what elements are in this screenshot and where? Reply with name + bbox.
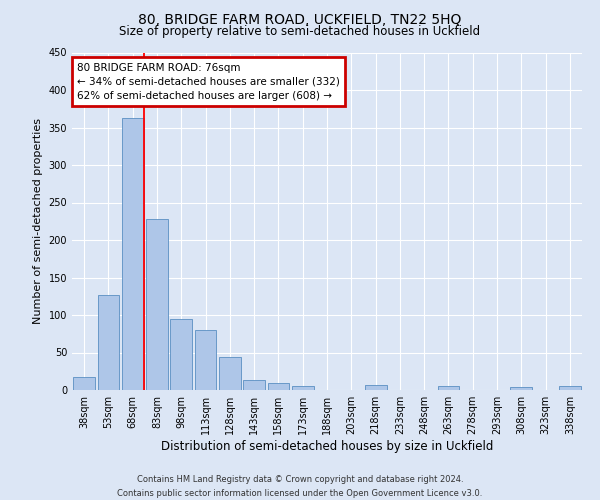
Y-axis label: Number of semi-detached properties: Number of semi-detached properties — [33, 118, 43, 324]
X-axis label: Distribution of semi-detached houses by size in Uckfield: Distribution of semi-detached houses by … — [161, 440, 493, 453]
Bar — [122, 118, 143, 390]
Bar — [365, 385, 386, 390]
Bar — [194, 330, 217, 390]
Bar — [437, 386, 460, 390]
Bar — [219, 357, 241, 390]
Bar — [559, 386, 581, 390]
Text: Contains HM Land Registry data © Crown copyright and database right 2024.
Contai: Contains HM Land Registry data © Crown c… — [118, 476, 482, 498]
Bar — [511, 387, 532, 390]
Bar — [170, 319, 192, 390]
Bar — [243, 380, 265, 390]
Text: 80 BRIDGE FARM ROAD: 76sqm
← 34% of semi-detached houses are smaller (332)
62% o: 80 BRIDGE FARM ROAD: 76sqm ← 34% of semi… — [77, 62, 340, 100]
Bar — [97, 294, 119, 390]
Bar — [146, 219, 168, 390]
Text: Size of property relative to semi-detached houses in Uckfield: Size of property relative to semi-detach… — [119, 25, 481, 38]
Bar — [73, 376, 95, 390]
Bar — [268, 382, 289, 390]
Bar — [292, 386, 314, 390]
Text: 80, BRIDGE FARM ROAD, UCKFIELD, TN22 5HQ: 80, BRIDGE FARM ROAD, UCKFIELD, TN22 5HQ — [139, 12, 461, 26]
